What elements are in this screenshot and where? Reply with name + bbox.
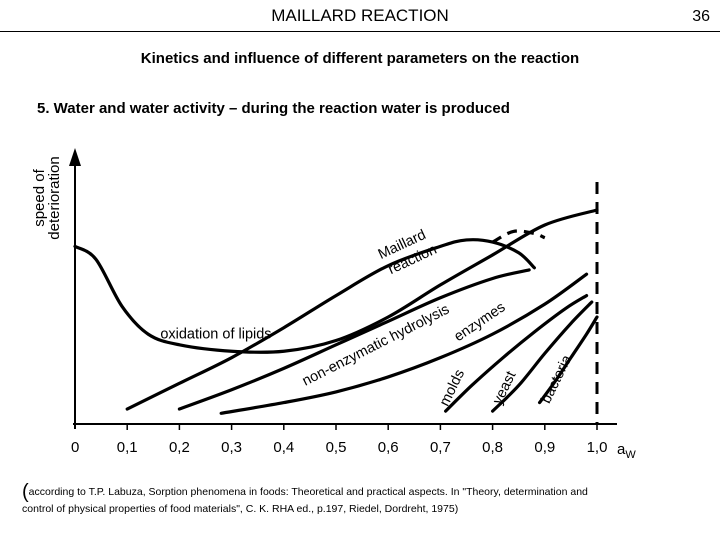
x-tick-label: 0 [71, 439, 79, 456]
citation: (according to T.P. Labuza, Sorption phen… [22, 481, 702, 518]
header-title: MAILLARD REACTION [271, 6, 449, 25]
section-heading: 5. Water and water activity – during the… [37, 100, 510, 117]
curve-maillard-reaction-dashed-extension [491, 229, 546, 244]
curve-label: enzymes [451, 299, 508, 345]
x-tick-label: 0,7 [430, 439, 451, 456]
x-axis-label-subscript: W [625, 449, 636, 461]
page-number: 36 [692, 8, 710, 25]
x-tick-label: 0,2 [169, 439, 190, 456]
curve-maillard-reaction [125, 238, 536, 411]
x-tick-label: 0,8 [482, 439, 503, 456]
curve-oxidation-of-lipids [73, 208, 599, 354]
curve-molds [444, 294, 589, 413]
x-tick-label: 0,4 [273, 439, 294, 456]
x-tick-label: 0,6 [378, 439, 399, 456]
x-tick-label: 1,0 [587, 439, 608, 456]
subtitle: Kinetics and influence of different para… [140, 50, 580, 67]
y-axis-label-line: deterioration [46, 156, 63, 239]
curve-label: bacteria [538, 352, 575, 406]
curve-non-enzymatic-hydrolysis [177, 268, 531, 411]
x-tick-label: 0,5 [326, 439, 347, 456]
x-axis-label: aW [617, 441, 636, 461]
citation-paren: ( [22, 481, 29, 503]
citation-line-1: according to T.P. Labuza, Sorption pheno… [28, 486, 588, 498]
y-axis-arrow [69, 148, 81, 166]
x-tick-label: 0,3 [221, 439, 242, 456]
x-tick-label: 0,9 [534, 439, 555, 456]
curve-label: molds [437, 367, 468, 409]
y-axis-label-line: speed of [31, 168, 48, 226]
x-tick-label: 0,1 [117, 439, 138, 456]
curve-bacteria [537, 315, 599, 405]
curve-label: oxidation of lipids [160, 326, 271, 342]
curve-yeast [491, 300, 594, 413]
citation-line-2: control of physical properties of food m… [22, 503, 459, 515]
curve-enzymes [219, 272, 589, 415]
header-divider [0, 31, 720, 32]
